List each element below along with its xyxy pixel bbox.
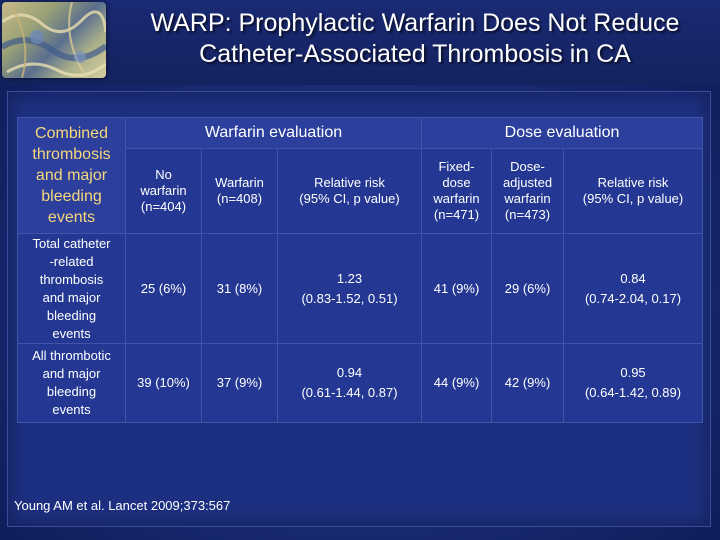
text-line: Relative risk <box>597 175 669 190</box>
text-line: All thrombotic <box>32 348 111 363</box>
table-cell: 42 (9%) <box>491 343 565 423</box>
text-line: and major <box>42 366 101 381</box>
column-header-dose-adjusted: Dose-adjusted warfarin (n=473) <box>491 148 565 234</box>
text-line: bleeding <box>46 307 97 323</box>
text-line: (0.83-1.52, 0.51) <box>301 290 398 306</box>
text-line: (n=408) <box>216 191 263 206</box>
text-line: 42 (9%) <box>504 375 551 390</box>
text-line: -related <box>49 253 94 269</box>
text-line: and major <box>42 289 101 305</box>
slide-title: WARP: Prophylactic Warfarin Does Not Red… <box>112 8 718 70</box>
text-line: 0.95 <box>620 365 646 380</box>
text-line: 37 (9%) <box>216 375 263 390</box>
text-line: and major <box>35 167 108 184</box>
table-cell: 1.23 (0.83-1.52, 0.51) <box>276 233 423 344</box>
text-line: 31 (8%) <box>216 280 263 296</box>
header-band <box>0 0 720 85</box>
table-cell: 44 (9%) <box>421 343 493 423</box>
column-header-fixed-dose: Fixed-dose warfarin (n=471) <box>421 148 493 234</box>
text-line: adjusted <box>502 175 553 190</box>
text-line: warfarin <box>433 191 480 206</box>
column-header-relative-risk-warfarin: Relative risk (95% CI, p value) <box>276 148 423 234</box>
text-line: Dose- <box>510 159 545 174</box>
row-label: Total catheter -related thrombosis and majo… <box>17 233 126 344</box>
table-cell: 25 (6%) <box>125 233 202 344</box>
results-table: Combined thrombosis and major bleeding event… <box>17 117 704 423</box>
text-line: Fixed- <box>438 159 475 174</box>
header-photo <box>2 2 106 78</box>
text-line: 1.23 <box>336 270 363 286</box>
text-line: (95% CI, p value) <box>582 191 684 206</box>
text-line: (n=404) <box>140 199 187 214</box>
text-line: 39 (10%) <box>137 375 190 390</box>
text-line: Warfarin <box>215 175 264 190</box>
text-line: 25 (6%) <box>140 280 187 296</box>
corner-header: Combined thrombosis and major bleeding event… <box>17 117 126 234</box>
table-row: All thrombotic and major bleeding events 39… <box>17 343 704 423</box>
text-line: (95% CI, p value) <box>299 191 400 206</box>
text-line: thrombosis <box>32 146 111 163</box>
table-row: Total catheter -related thrombosis and majo… <box>17 233 704 344</box>
text-line: thrombosis <box>39 271 104 287</box>
warfarin-evaluation-header: Warfarin evaluation <box>124 117 423 149</box>
text-line: warfarin <box>504 191 551 206</box>
table-cell: 0.94 (0.61-1.44, 0.87) <box>276 343 423 423</box>
text-line: 0.84 <box>620 270 646 286</box>
table-cell: 29 (6%) <box>491 233 565 344</box>
text-line: No <box>155 167 172 182</box>
table-cell: 0.84 (0.74-2.04, 0.17) <box>563 233 704 344</box>
column-header-relative-risk-dose: Relative risk (95% CI, p value) <box>563 148 704 234</box>
table-cell: 37 (9%) <box>201 343 278 423</box>
row-label: All thrombotic and major bleeding events <box>17 343 126 423</box>
table-cell: 41 (9%) <box>421 233 493 344</box>
text-line: events <box>52 325 91 341</box>
title-line-2: Catheter-Associated Thrombosis in CA <box>199 40 631 68</box>
text-line: 0.94 <box>336 365 363 380</box>
text-line: (0.64-1.42, 0.89) <box>584 385 682 400</box>
text-line: (n=473) <box>504 207 551 222</box>
column-header-no-warfarin: No warfarin (n=404) <box>125 148 202 234</box>
table-cell: 0.95 (0.64-1.42, 0.89) <box>563 343 704 423</box>
title-line-1: WARP: Prophylactic Warfarin Does Not Red… <box>150 9 680 37</box>
text-line: bleeding <box>46 384 97 399</box>
dose-evaluation-header: Dose evaluation <box>421 117 704 149</box>
text-line: dose <box>442 175 471 190</box>
text-line: bleeding <box>41 188 102 205</box>
table-cell: 31 (8%) <box>201 233 278 344</box>
text-line: Total catheter <box>32 235 111 251</box>
text-line: Combined <box>35 125 108 142</box>
table-cell: 39 (10%) <box>125 343 202 423</box>
text-line: (0.61-1.44, 0.87) <box>301 385 398 400</box>
column-header-warfarin: Warfarin (n=408) <box>201 148 278 234</box>
text-line: (0.74-2.04, 0.17) <box>584 290 682 306</box>
text-line: 29 (6%) <box>504 280 551 296</box>
text-line: events <box>47 209 96 226</box>
text-line: events <box>52 402 91 417</box>
citation-footnote: Young AM et al. Lancet 2009;373:567 <box>14 498 231 513</box>
text-line: (n=471) <box>433 207 480 222</box>
text-line: warfarin <box>140 183 187 198</box>
text-line: Relative risk <box>314 175 385 190</box>
text-line: 44 (9%) <box>433 375 480 390</box>
text-line: 41 (9%) <box>433 280 480 296</box>
